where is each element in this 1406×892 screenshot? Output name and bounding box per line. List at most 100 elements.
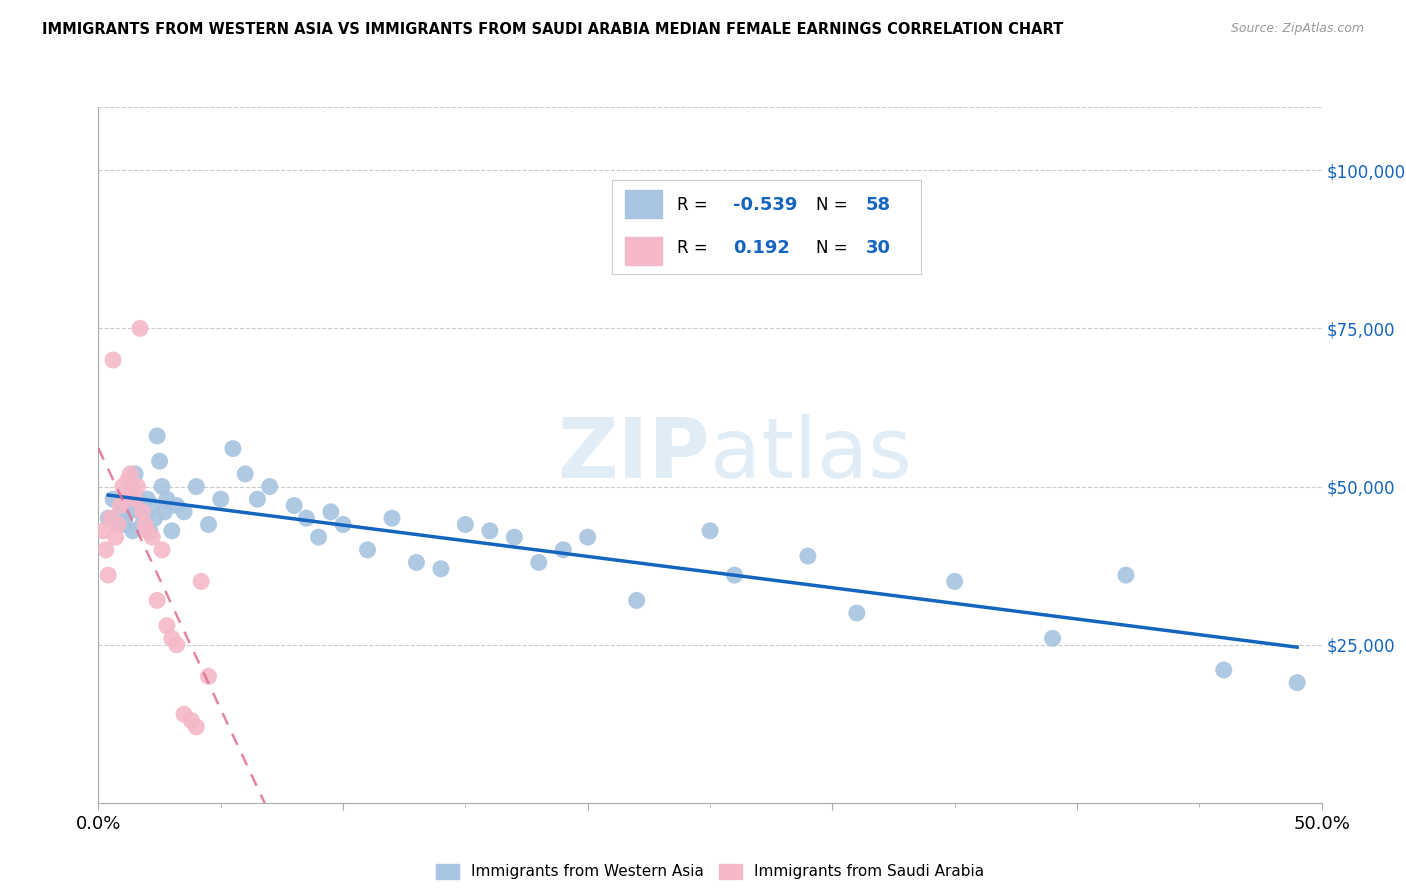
Point bbox=[121, 486, 143, 500]
Point bbox=[160, 632, 183, 646]
Point bbox=[107, 517, 129, 532]
Text: N =: N = bbox=[817, 239, 848, 257]
Point bbox=[1115, 568, 1137, 582]
Point bbox=[381, 511, 404, 525]
Text: 0.192: 0.192 bbox=[733, 239, 790, 257]
Point bbox=[153, 505, 176, 519]
Point bbox=[101, 492, 124, 507]
Point bbox=[136, 492, 159, 507]
Text: atlas: atlas bbox=[710, 415, 911, 495]
Point bbox=[120, 479, 142, 493]
Point bbox=[124, 492, 146, 507]
Point bbox=[146, 429, 169, 443]
Point bbox=[143, 511, 166, 525]
Point bbox=[141, 530, 163, 544]
Point bbox=[797, 549, 820, 563]
Point bbox=[283, 499, 305, 513]
Point bbox=[527, 556, 550, 570]
Point bbox=[1042, 632, 1064, 646]
Text: ZIP: ZIP bbox=[558, 415, 710, 495]
Point bbox=[114, 517, 136, 532]
Point bbox=[111, 479, 134, 493]
Point bbox=[576, 530, 599, 544]
Point bbox=[136, 524, 159, 538]
Point bbox=[104, 530, 127, 544]
Point bbox=[197, 669, 219, 683]
Point bbox=[156, 492, 179, 507]
Point bbox=[430, 562, 453, 576]
Point bbox=[186, 720, 208, 734]
Point bbox=[173, 505, 195, 519]
Point bbox=[190, 574, 212, 589]
Point bbox=[173, 707, 195, 722]
Point bbox=[114, 492, 136, 507]
Bar bbox=[624, 236, 662, 265]
Point bbox=[553, 542, 575, 557]
Text: R =: R = bbox=[678, 239, 707, 257]
Point bbox=[197, 517, 219, 532]
Point bbox=[127, 492, 149, 507]
Point bbox=[319, 505, 342, 519]
Point bbox=[160, 524, 183, 538]
Point bbox=[94, 542, 117, 557]
Point bbox=[156, 618, 179, 632]
Point bbox=[503, 530, 526, 544]
Point bbox=[110, 499, 132, 513]
Point bbox=[120, 467, 142, 481]
Point bbox=[124, 467, 146, 481]
Point bbox=[131, 517, 153, 532]
Point bbox=[845, 606, 868, 620]
Text: R =: R = bbox=[678, 195, 707, 214]
Point bbox=[723, 568, 745, 582]
Point bbox=[186, 479, 208, 493]
Point bbox=[149, 454, 172, 468]
Point bbox=[129, 321, 152, 335]
Point bbox=[121, 524, 143, 538]
Point bbox=[246, 492, 269, 507]
Point bbox=[127, 479, 149, 493]
Point bbox=[1286, 675, 1309, 690]
Point bbox=[117, 473, 139, 487]
Point bbox=[97, 511, 120, 525]
Text: 30: 30 bbox=[866, 239, 891, 257]
Point bbox=[131, 505, 153, 519]
Point bbox=[295, 511, 318, 525]
Point bbox=[356, 542, 378, 557]
Text: IMMIGRANTS FROM WESTERN ASIA VS IMMIGRANTS FROM SAUDI ARABIA MEDIAN FEMALE EARNI: IMMIGRANTS FROM WESTERN ASIA VS IMMIGRAN… bbox=[42, 22, 1063, 37]
Text: 58: 58 bbox=[866, 195, 891, 214]
Point bbox=[943, 574, 966, 589]
Point bbox=[150, 479, 173, 493]
Point bbox=[699, 524, 721, 538]
Point bbox=[308, 530, 330, 544]
Point bbox=[97, 568, 120, 582]
Point bbox=[134, 517, 156, 532]
Point bbox=[146, 593, 169, 607]
Text: N =: N = bbox=[817, 195, 848, 214]
Point bbox=[100, 511, 122, 525]
Text: Source: ZipAtlas.com: Source: ZipAtlas.com bbox=[1230, 22, 1364, 36]
Point bbox=[107, 517, 129, 532]
Point bbox=[101, 353, 124, 368]
Point bbox=[1212, 663, 1234, 677]
Text: -0.539: -0.539 bbox=[733, 195, 797, 214]
Point bbox=[150, 542, 173, 557]
Point bbox=[134, 511, 156, 525]
Point bbox=[139, 524, 162, 538]
Point bbox=[141, 499, 163, 513]
Point bbox=[626, 593, 648, 607]
Bar bbox=[624, 190, 662, 218]
Point bbox=[332, 517, 354, 532]
Point bbox=[209, 492, 232, 507]
Point bbox=[110, 505, 132, 519]
Legend: Immigrants from Western Asia, Immigrants from Saudi Arabia: Immigrants from Western Asia, Immigrants… bbox=[430, 857, 990, 886]
Point bbox=[166, 499, 188, 513]
Point bbox=[405, 556, 427, 570]
Point bbox=[454, 517, 477, 532]
Point bbox=[478, 524, 501, 538]
Point bbox=[91, 524, 114, 538]
Point bbox=[166, 638, 188, 652]
Point bbox=[233, 467, 256, 481]
Point bbox=[222, 442, 245, 456]
Point bbox=[111, 499, 134, 513]
Point bbox=[259, 479, 281, 493]
